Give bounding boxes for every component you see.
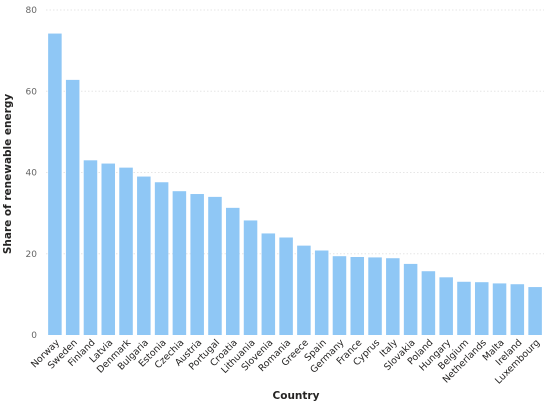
gridlines (46, 9, 544, 255)
y-tick-label: 20 (26, 250, 38, 260)
y-tick-label: 0 (31, 331, 37, 341)
bar-lithuania (243, 220, 258, 335)
bar-ireland (510, 284, 525, 335)
bar-romania (279, 237, 293, 335)
bars (48, 33, 542, 336)
bar-cyprus (368, 257, 382, 335)
bar-denmark (119, 167, 133, 336)
bar-malta (492, 283, 507, 335)
bar-bulgaria (137, 176, 151, 335)
y-axis-ticks: 0 20 40 60 80 (26, 6, 38, 341)
bar-portugal (208, 196, 222, 336)
y-axis-title: Share of renewable energy (2, 94, 14, 255)
bar-slovenia (261, 233, 276, 335)
bar-finland (83, 160, 98, 335)
bar-hungary (439, 277, 453, 335)
bar-poland (421, 271, 436, 335)
bar-latvia (101, 163, 116, 335)
y-tick-label: 60 (26, 87, 38, 97)
bar-estonia (154, 182, 169, 335)
x-axis-title: Country (273, 390, 320, 402)
bar-germany (332, 256, 347, 335)
y-tick-label: 80 (26, 6, 38, 16)
x-axis-labels: NorwaySwedenFinlandLatviaDenmarkBulgaria… (29, 337, 542, 387)
bar-croatia (225, 207, 240, 335)
bar-belgium (457, 281, 471, 335)
bar-italy (386, 258, 400, 335)
bar-netherlands (474, 282, 489, 335)
y-tick-label: 40 (26, 169, 38, 179)
bar-norway (48, 33, 62, 336)
bar-france (350, 257, 365, 335)
bar-greece (297, 245, 311, 336)
bar-spain (314, 250, 329, 335)
bar-slovakia (403, 263, 418, 335)
bar-austria (190, 194, 204, 335)
bar-czechia (172, 191, 187, 335)
bar-sweden (65, 79, 80, 335)
bar-luxembourg (528, 287, 542, 335)
